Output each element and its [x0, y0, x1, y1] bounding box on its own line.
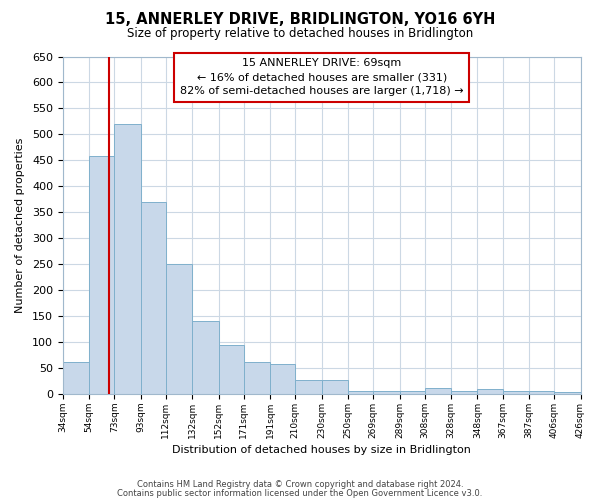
- Bar: [141, 202, 166, 394]
- Bar: [554, 392, 581, 394]
- Bar: [270, 364, 295, 394]
- Text: Contains public sector information licensed under the Open Government Licence v3: Contains public sector information licen…: [118, 488, 482, 498]
- Bar: [478, 389, 503, 394]
- Bar: [166, 264, 192, 394]
- Text: 15 ANNERLEY DRIVE: 69sqm
← 16% of detached houses are smaller (331)
82% of semi-: 15 ANNERLEY DRIVE: 69sqm ← 16% of detach…: [180, 58, 463, 96]
- Bar: [89, 156, 114, 394]
- Text: Contains HM Land Registry data © Crown copyright and database right 2024.: Contains HM Land Registry data © Crown c…: [137, 480, 463, 489]
- Bar: [400, 392, 425, 394]
- Text: Size of property relative to detached houses in Bridlington: Size of property relative to detached ho…: [127, 28, 473, 40]
- Bar: [114, 124, 141, 394]
- Bar: [295, 380, 322, 394]
- Bar: [373, 392, 400, 394]
- Bar: [425, 388, 451, 394]
- Bar: [63, 362, 89, 394]
- Text: 15, ANNERLEY DRIVE, BRIDLINGTON, YO16 6YH: 15, ANNERLEY DRIVE, BRIDLINGTON, YO16 6Y…: [105, 12, 495, 28]
- Bar: [348, 392, 373, 394]
- Bar: [451, 392, 478, 394]
- Bar: [322, 380, 348, 394]
- Bar: [244, 362, 270, 394]
- X-axis label: Distribution of detached houses by size in Bridlington: Distribution of detached houses by size …: [172, 445, 471, 455]
- Y-axis label: Number of detached properties: Number of detached properties: [15, 138, 25, 313]
- Bar: [529, 392, 554, 394]
- Bar: [218, 344, 244, 394]
- Bar: [192, 322, 218, 394]
- Bar: [503, 392, 529, 394]
